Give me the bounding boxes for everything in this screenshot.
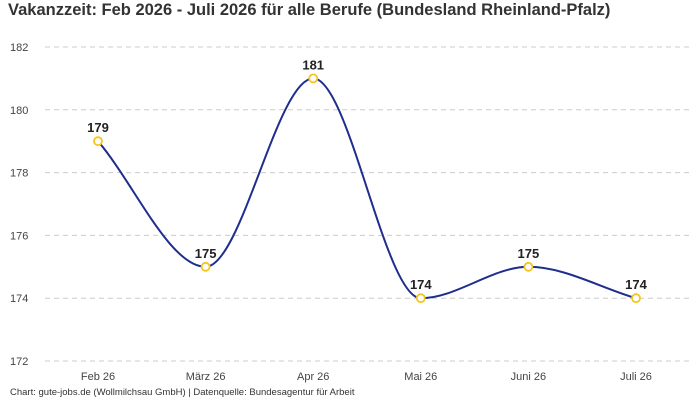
- y-tick-label: 180: [10, 105, 28, 117]
- x-tick-label: Mai 26: [404, 371, 437, 383]
- data-point: [200, 261, 211, 272]
- x-tick-label: Apr 26: [297, 371, 329, 383]
- data-points: [93, 73, 641, 304]
- data-point: [308, 73, 319, 84]
- data-label: 181: [302, 57, 324, 72]
- x-tick-label: Juli 26: [620, 371, 652, 383]
- data-label: 175: [518, 246, 540, 261]
- x-tick-label: März 26: [186, 371, 226, 383]
- data-label: 174: [625, 277, 647, 292]
- y-tick-label: 174: [10, 293, 28, 305]
- chart-footer: Chart: gute-jobs.de (Wollmilchsau GmbH) …: [10, 387, 355, 398]
- data-label: 174: [410, 277, 432, 292]
- y-tick-label: 176: [10, 230, 28, 242]
- data-label: 179: [87, 120, 109, 135]
- data-labels: 179 175 181 174 175 174: [87, 57, 647, 292]
- data-point: [415, 293, 426, 304]
- x-axis-ticks: Feb 26 März 26 Apr 26 Mai 26 Juni 26 Juli 26: [81, 371, 652, 383]
- y-tick-label: 182: [10, 42, 28, 54]
- data-point: [631, 293, 641, 304]
- y-tick-label: 178: [10, 168, 28, 180]
- y-tick-label: 172: [10, 356, 28, 368]
- series-line: [97, 77, 637, 300]
- chart-title: Vakanzzeit: Feb 2026 - Juli 2026 für all…: [8, 1, 611, 19]
- data-point: [523, 261, 534, 272]
- data-point: [93, 136, 103, 147]
- x-tick-label: Feb 26: [81, 371, 115, 383]
- y-axis-ticks: 172 174 176 178 180 182: [10, 42, 28, 368]
- x-tick-label: Juni 26: [511, 371, 546, 383]
- data-label: 175: [195, 246, 217, 261]
